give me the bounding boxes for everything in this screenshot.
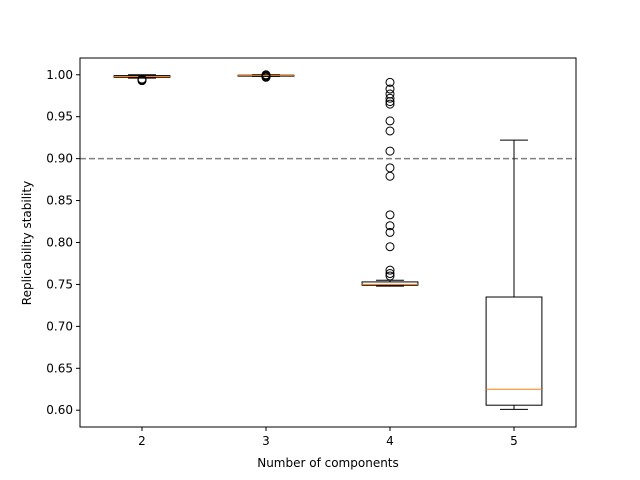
y-tick-label: 0.70: [46, 319, 73, 333]
outlier-point: [385, 99, 395, 109]
y-tick-label: 0.65: [46, 361, 73, 375]
outlier-point: [385, 77, 395, 87]
outlier-point: [385, 265, 395, 275]
x-tick-label: 3: [262, 434, 270, 448]
outlier-point: [385, 89, 395, 99]
y-tick-label: 0.80: [46, 236, 73, 250]
y-tick-label: 0.90: [46, 152, 73, 166]
outlier-point: [385, 116, 395, 126]
outlier-point: [385, 163, 395, 173]
y-tick-label: 0.95: [46, 110, 73, 124]
x-axis-label: Number of components: [257, 456, 399, 470]
box-group-5: [485, 139, 543, 410]
x-tick-label: 2: [138, 434, 146, 448]
x-tick-label: 4: [386, 434, 394, 448]
outlier-point: [385, 126, 395, 136]
plot-area: [80, 70, 576, 410]
y-tick-label: 0.85: [46, 194, 73, 208]
box-group-2: [113, 74, 171, 86]
y-tick-label: 1.00: [46, 68, 73, 82]
y-axis-label: Replicability stability: [20, 181, 34, 305]
y-axis: 0.60 0.65 0.70 0.75 0.80 0.85 0.90 0.95 1.00: [46, 68, 80, 417]
outlier-point: [385, 84, 395, 94]
y-tick-label: 0.75: [46, 277, 73, 291]
box-group-3: [237, 70, 295, 82]
outlier-point: [137, 74, 147, 84]
outlier-point: [385, 242, 395, 252]
y-tick-label: 0.60: [46, 403, 73, 417]
box-group-4: [361, 77, 419, 287]
x-axis: 2 3 4 5: [138, 427, 518, 448]
outlier-point: [385, 93, 395, 103]
outlier-point: [385, 146, 395, 156]
outlier-point: [261, 70, 271, 80]
outlier-point: [385, 269, 395, 279]
box: [485, 296, 543, 406]
outlier-point: [385, 210, 395, 220]
box: [361, 281, 419, 286]
outlier-point: [385, 271, 395, 281]
x-tick-label: 5: [510, 434, 518, 448]
outlier-point: [385, 221, 395, 231]
outlier-point: [385, 227, 395, 237]
